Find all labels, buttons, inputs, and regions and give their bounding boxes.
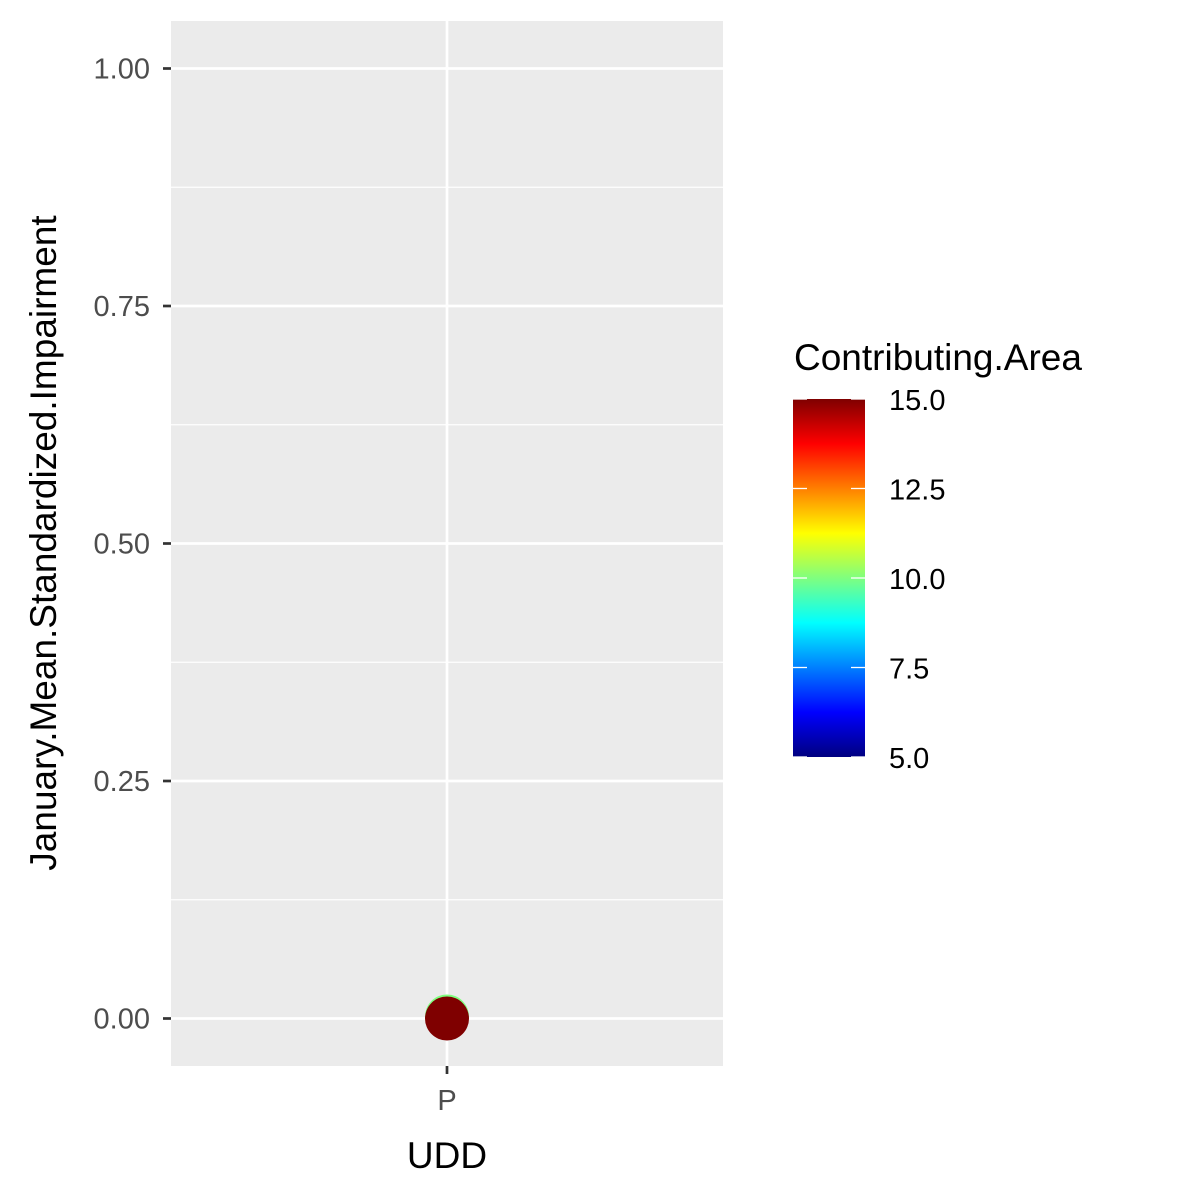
colorbar-label: 10.0 [889,564,945,596]
colorbar-label: 12.5 [889,475,945,507]
x-tick-label: P [437,1085,456,1117]
legend-title: Contributing.Area [794,337,1082,378]
y-tick-label: 0.75 [94,291,150,323]
y-tick-label: 1.00 [94,54,150,86]
major-gridlines [171,21,723,1066]
y-tick-label: 0.25 [94,766,150,798]
colorbar-label: 5.0 [889,743,929,775]
colorbar-legend: Contributing.Area 5.0 7.5 10.0 12.5 15.0 [793,337,1082,775]
x-axis-title: UDD [407,1135,487,1176]
data-points [425,994,469,1041]
colorbar-label: 15.0 [889,385,945,417]
colorbar-ticks: 5.0 7.5 10.0 12.5 15.0 [793,385,945,775]
data-point [425,996,469,1041]
y-axis-title: January.Mean.Standardized.Impairment [23,215,64,871]
y-tick-label: 0.50 [94,529,150,561]
x-axis: P [437,1066,457,1117]
y-axis: 0.00 0.25 0.50 0.75 1.00 [94,54,171,1036]
colorbar-label: 7.5 [889,654,929,686]
y-tick-label: 0.00 [94,1004,150,1036]
